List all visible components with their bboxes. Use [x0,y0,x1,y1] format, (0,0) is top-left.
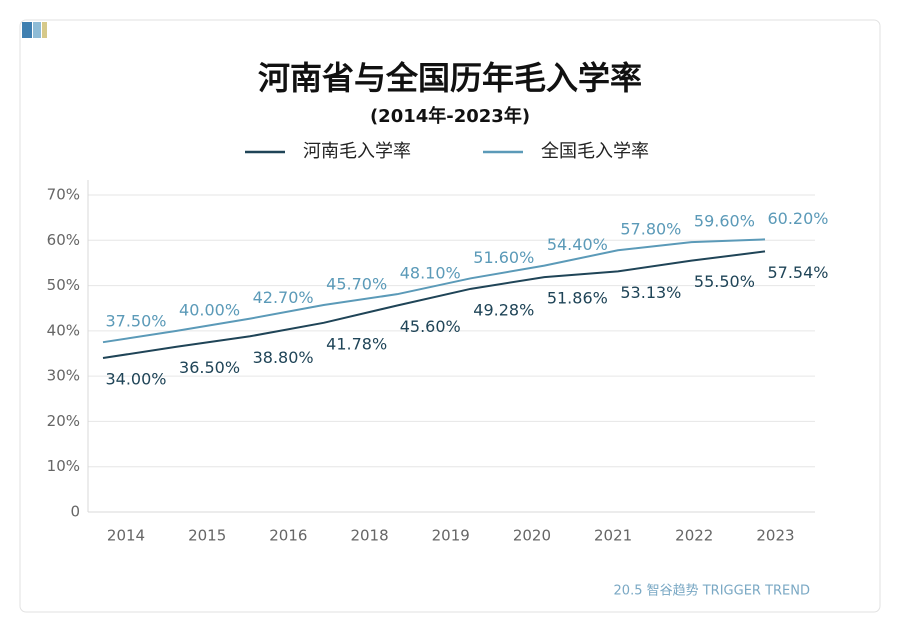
x-tick-label: 2020 [513,527,551,545]
y-tick-label: 20% [47,412,80,430]
data-label: 45.70% [326,275,387,294]
data-label: 40.00% [179,300,240,319]
data-label: 49.28% [473,300,534,319]
y-tick-label: 40% [47,321,80,339]
y-tick-label: 10% [47,457,80,475]
chart-subtitle: (2014年-2023年) [370,105,530,127]
logo-block [42,22,47,38]
data-label: 48.10% [400,264,461,283]
card [19,19,881,613]
legend-label: 河南毛入学率 [303,141,411,162]
x-tick-label: 2015 [188,527,226,545]
y-tick-label: 30% [47,367,80,385]
x-tick-label: 2022 [675,527,713,545]
chart-title: 河南省与全国历年毛入学率 [258,59,642,97]
data-label: 60.20% [767,209,828,228]
data-label: 34.00% [105,370,166,389]
data-label: 57.80% [620,220,681,239]
logo-block [33,22,41,38]
data-label: 55.50% [694,272,755,291]
logo-block [22,22,32,38]
data-label: 37.50% [105,312,166,331]
data-label: 53.13% [620,283,681,302]
y-tick-label: 0 [70,503,80,521]
data-label: 57.54% [767,263,828,282]
data-label: 59.60% [694,212,755,231]
x-tick-label: 2023 [756,527,794,545]
series-line [102,238,766,344]
y-tick-label: 70% [47,186,80,204]
legend-label: 全国毛入学率 [541,141,649,162]
data-label: 45.60% [400,317,461,336]
y-tick-label: 60% [47,231,80,249]
data-label: 41.78% [326,334,387,353]
data-label: 36.50% [179,358,240,377]
x-tick-label: 2016 [269,527,307,545]
y-tick-label: 50% [47,276,80,294]
data-label: 51.86% [547,289,608,308]
data-label: 42.70% [253,288,314,307]
x-tick-label: 2014 [107,527,145,545]
x-tick-label: 2021 [594,527,632,545]
watermark: 20.5 智谷趋势 TRIGGER TREND [614,583,810,599]
data-label: 38.80% [253,348,314,367]
x-tick-label: 2019 [432,527,470,545]
data-label: 54.40% [547,235,608,254]
x-tick-label: 2018 [350,527,388,545]
data-label: 51.60% [473,248,534,267]
series-line [102,250,766,360]
